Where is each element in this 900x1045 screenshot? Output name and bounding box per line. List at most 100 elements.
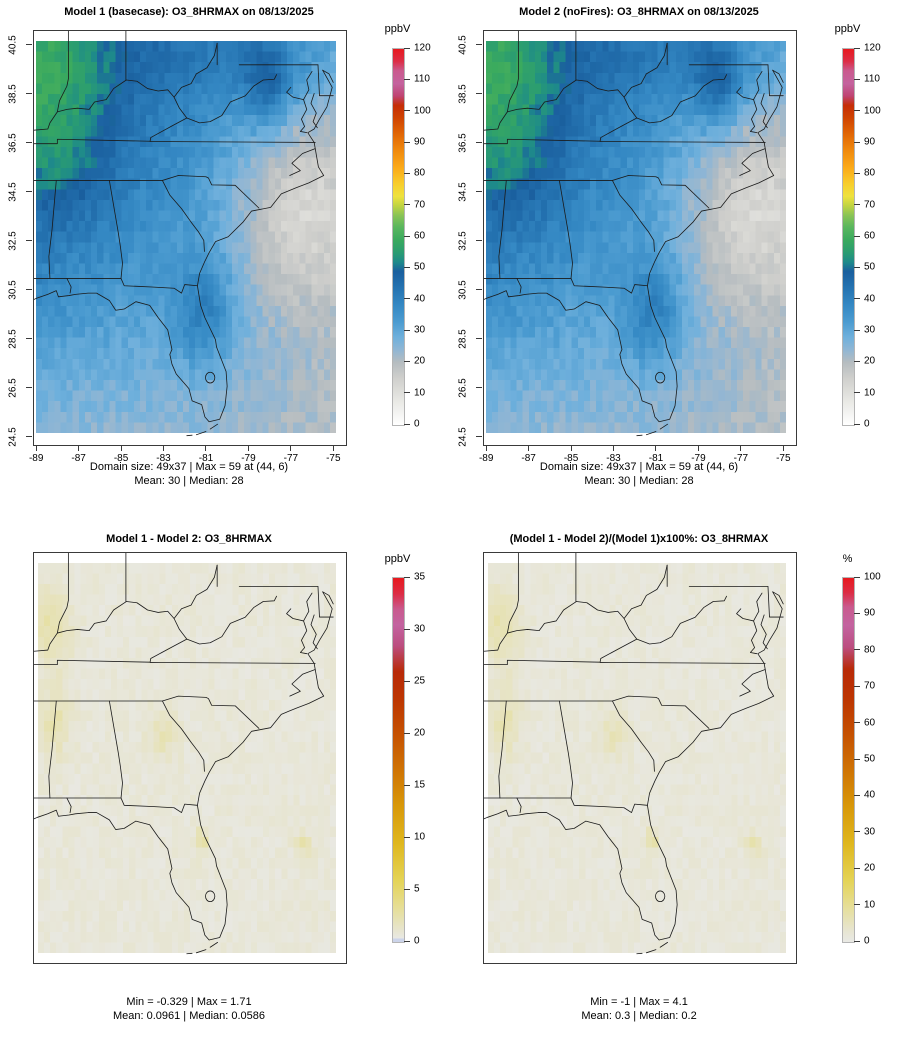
x-axis-tick-label: -87 <box>71 453 86 464</box>
colorbar-tick-label: 70 <box>864 199 876 211</box>
stats-line-1: Domain size: 49x37 | Max = 59 at (44, 6) <box>89 461 289 473</box>
stats-line-1: Min = -0.329 | Max = 1.71 <box>126 996 252 1008</box>
state-boundaries-overlay <box>34 553 346 963</box>
ozone-raster-heatmap <box>36 41 336 433</box>
y-axis-tick <box>476 240 482 242</box>
panel-model2-nofires: Model 2 (noFires): O3_8HRMAX on 08/13/20… <box>450 0 900 527</box>
y-axis-tick-label: 36.5 <box>7 132 19 153</box>
x-axis-tick <box>247 445 249 451</box>
x-axis-tick-label: -89 <box>28 453 44 464</box>
stats-line-2: Mean: 30 | Median: 28 <box>584 475 694 487</box>
colorbar-tick-label: 30 <box>414 324 426 336</box>
y-axis-tick <box>26 44 32 46</box>
y-axis-tick-label: 28.5 <box>457 328 469 349</box>
colorbar-tick <box>854 47 860 49</box>
x-axis-tick-label: -79 <box>241 453 256 464</box>
colorbar-tick <box>404 360 410 362</box>
state-boundaries-overlay <box>484 31 796 445</box>
colorbar <box>842 48 855 426</box>
colorbar-tick <box>404 423 410 425</box>
stats-line-2: Mean: 0.3 | Median: 0.2 <box>581 1010 697 1022</box>
colorbar-tick-label: 80 <box>414 167 426 179</box>
y-axis-tick-label: 34.5 <box>7 181 19 202</box>
colorbar-units-label: ppbV <box>834 23 861 35</box>
y-axis-tick-label: 34.5 <box>457 181 469 202</box>
colorbar-tick-label: 60 <box>864 230 876 242</box>
x-axis-tick-label: -77 <box>283 453 299 464</box>
colorbar-tick-label: 20 <box>414 355 426 367</box>
y-axis-tick <box>26 191 32 193</box>
colorbar-tick <box>854 685 860 687</box>
panel-stats: Domain size: 49x37 | Max = 59 at (44, 6)… <box>483 460 795 488</box>
x-axis-tick-label: -83 <box>606 453 621 464</box>
colorbar-tick <box>404 576 410 578</box>
x-axis-tick <box>120 445 122 451</box>
colorbar-tick-label: 60 <box>864 717 876 729</box>
colorbar-tick-label: 90 <box>864 607 876 619</box>
colorbar <box>842 577 855 943</box>
colorbar <box>392 577 405 943</box>
x-axis-tick-label: -81 <box>198 453 214 464</box>
colorbar-units-label: % <box>842 553 853 565</box>
x-axis-tick <box>290 445 292 451</box>
y-axis-tick <box>476 142 482 144</box>
state-boundaries-overlay <box>34 31 346 445</box>
x-axis-tick-label: -89 <box>478 453 494 464</box>
colorbar-tick <box>854 235 860 237</box>
y-axis-tick-label: 26.5 <box>457 377 469 398</box>
colorbar-tick <box>854 360 860 362</box>
y-axis-tick-label: 40.5 <box>7 34 19 55</box>
colorbar-tick-label: 10 <box>414 387 426 399</box>
colorbar-tick <box>404 836 410 838</box>
y-axis-tick <box>476 44 482 46</box>
colorbar-tick <box>854 110 860 112</box>
y-axis-tick-label: 38.5 <box>7 83 19 104</box>
colorbar-tick-label: 10 <box>864 899 876 911</box>
colorbar-tick-label: 80 <box>864 644 876 656</box>
colorbar-tick <box>404 784 410 786</box>
colorbar-tick-label: 0 <box>414 418 420 430</box>
colorbar-tick-label: 80 <box>864 167 876 179</box>
stats-line-2: Mean: 0.0961 | Median: 0.0586 <box>112 1010 266 1022</box>
y-axis-tick-label: 32.5 <box>7 230 19 251</box>
y-axis-tick <box>26 338 32 340</box>
difference-raster-heatmap <box>38 563 336 953</box>
colorbar-tick <box>854 612 860 614</box>
map-plot-area <box>483 30 797 446</box>
colorbar-tick <box>404 940 410 942</box>
y-axis-tick-label: 40.5 <box>457 34 469 55</box>
colorbar-tick <box>404 141 410 143</box>
stats-line-1: Domain size: 49x37 | Max = 59 at (44, 6) <box>539 461 739 473</box>
y-axis-tick <box>476 436 482 438</box>
y-axis-tick <box>26 289 32 291</box>
colorbar-tick <box>854 329 860 331</box>
y-axis-tick <box>476 387 482 389</box>
colorbar-tick-label: 20 <box>864 862 876 874</box>
y-axis-tick-label: 24.5 <box>7 426 19 447</box>
y-axis-tick <box>476 93 482 95</box>
colorbar-tick-label: 50 <box>864 753 876 765</box>
colorbar-tick-label: 15 <box>414 779 426 791</box>
x-axis-tick-label: -75 <box>776 453 791 464</box>
colorbar-tick <box>404 298 410 300</box>
panel-title: Model 1 - Model 2: O3_8HRMAX <box>106 533 272 545</box>
colorbar-tick-label: 35 <box>414 571 426 583</box>
y-axis-tick <box>26 436 32 438</box>
x-axis-tick <box>570 445 572 451</box>
colorbar-units-label: ppbV <box>384 23 411 35</box>
colorbar-tick-label: 110 <box>414 73 430 85</box>
y-axis-tick <box>26 387 32 389</box>
panel-title: Model 1 (basecase): O3_8HRMAX on 08/13/2… <box>64 6 314 18</box>
colorbar-tick <box>854 649 860 651</box>
colorbar-tick <box>854 576 860 578</box>
colorbar-tick-label: 30 <box>864 324 876 336</box>
ozone-raster-heatmap <box>486 41 786 433</box>
x-axis-tick-label: -85 <box>563 453 579 464</box>
panel-stats: Min = -0.329 | Max = 1.71 Mean: 0.0961 |… <box>33 995 345 1023</box>
colorbar-tick-label: 110 <box>864 73 880 85</box>
colorbar-tick-label: 100 <box>864 105 881 117</box>
colorbar-tick-label: 25 <box>414 675 426 687</box>
colorbar-tick-label: 120 <box>414 42 431 54</box>
x-axis-tick <box>78 445 80 451</box>
